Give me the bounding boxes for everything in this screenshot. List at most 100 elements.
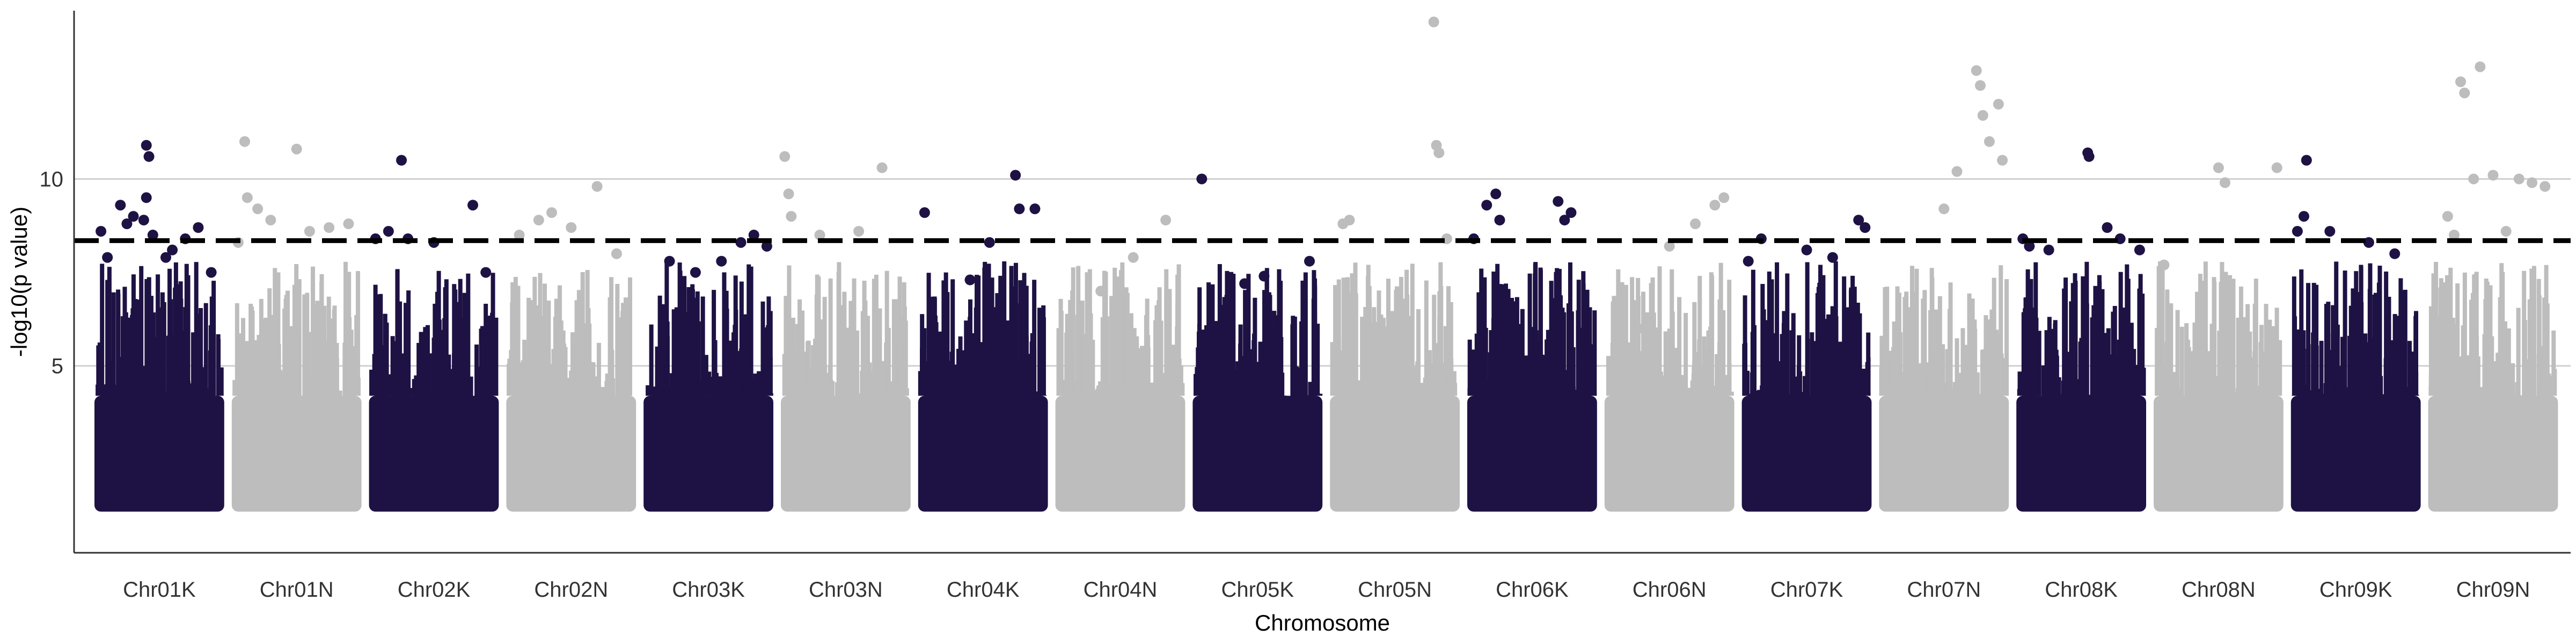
- point-cloud: [2034, 317, 2039, 396]
- point-cloud: [1311, 386, 1315, 396]
- point-cloud: [198, 308, 203, 396]
- data-point: [96, 225, 107, 237]
- point-cloud: [784, 296, 788, 396]
- point-cloud: [1420, 383, 1425, 396]
- data-point: [1971, 65, 1982, 76]
- x-tick-label: Chr05N: [1358, 578, 1432, 602]
- point-cloud: [2359, 267, 2363, 396]
- point-cloud: [1125, 292, 1130, 396]
- point-cloud: [753, 374, 758, 396]
- point-cloud: [168, 359, 173, 396]
- point-cloud: [174, 348, 179, 396]
- x-tick-label: Chr04K: [947, 578, 1020, 602]
- point-cloud: [1774, 376, 1779, 396]
- point-cloud: [1037, 384, 1042, 396]
- point-cloud: [1718, 321, 1723, 396]
- data-point: [2158, 259, 2170, 270]
- point-cloud: [2037, 331, 2041, 396]
- point-cloud: [1914, 268, 1919, 396]
- point-cloud: [1697, 391, 1702, 396]
- point-cloud: [947, 364, 952, 396]
- point-cloud: [192, 375, 196, 396]
- point-cloud: [747, 264, 751, 396]
- point-cloud: [1433, 343, 1438, 396]
- point-cloud: [1013, 361, 1018, 396]
- point-cloud: [828, 278, 833, 396]
- point-cloud: [2067, 394, 2072, 396]
- point-cloud: [671, 309, 676, 396]
- data-point: [853, 225, 865, 237]
- point-cloud: [866, 316, 870, 396]
- point-cloud: [1794, 394, 1798, 396]
- data-point: [1997, 155, 2008, 166]
- point-cloud: [1550, 389, 1555, 396]
- point-cloud: [97, 342, 102, 396]
- point-cloud: [1356, 393, 1361, 396]
- point-cloud: [2107, 354, 2112, 396]
- point-cloud: [267, 288, 272, 396]
- point-cloud: [1799, 392, 1804, 396]
- point-cloud: [462, 317, 467, 396]
- point-cloud: [1380, 341, 1385, 396]
- point-cloud: [872, 279, 876, 396]
- point-cloud: [818, 319, 823, 396]
- point-cloud: [1981, 359, 1986, 396]
- data-point: [206, 267, 217, 278]
- point-cloud: [964, 376, 969, 396]
- point-cloud: [611, 378, 616, 396]
- data-point: [241, 192, 253, 203]
- point-cloud: [2498, 297, 2502, 396]
- point-cloud: [1119, 389, 1124, 396]
- point-cloud: [1917, 363, 1922, 396]
- data-point: [304, 225, 315, 237]
- point-cloud: [1341, 277, 1346, 396]
- point-cloud: [2004, 279, 2009, 396]
- point-cloud: [278, 370, 283, 396]
- point-cloud: [2274, 394, 2279, 396]
- point-cloud: [922, 328, 927, 396]
- data-point: [514, 229, 525, 240]
- point-cloud: [1842, 368, 1847, 396]
- point-cloud: [314, 317, 319, 396]
- point-cloud: [405, 325, 410, 396]
- point-cloud: [649, 324, 654, 396]
- y-tick-label: 5: [52, 355, 63, 378]
- point-cloud: [510, 369, 515, 396]
- data-point: [239, 136, 250, 147]
- point-cloud: [1063, 379, 1068, 396]
- point-cloud: [2253, 394, 2258, 396]
- point-cloud: [2348, 388, 2353, 396]
- point-cloud: [305, 292, 310, 396]
- point-cloud: [1477, 393, 1482, 396]
- point-cloud: [1751, 269, 1755, 396]
- point-cloud: [980, 348, 985, 396]
- point-cloud: [881, 361, 886, 396]
- data-point: [115, 200, 126, 211]
- point-band: [1879, 396, 2009, 512]
- point-cloud: [2500, 390, 2505, 396]
- data-point: [2271, 162, 2282, 173]
- x-tick-label: Chr03K: [672, 578, 745, 602]
- point-cloud: [823, 366, 828, 396]
- point-cloud: [134, 394, 139, 396]
- point-cloud: [2050, 328, 2054, 396]
- point-cloud: [1292, 316, 1297, 396]
- point-cloud: [1754, 393, 1759, 396]
- point-cloud: [1973, 328, 1978, 396]
- point-cloud: [2343, 270, 2347, 396]
- point-cloud: [692, 297, 697, 396]
- point-cloud: [802, 352, 807, 396]
- point-cloud: [2506, 328, 2511, 396]
- point-cloud: [1360, 317, 1365, 396]
- point-cloud: [1934, 348, 1938, 396]
- data-point: [1490, 188, 1502, 200]
- data-point: [193, 222, 204, 233]
- point-cloud: [2138, 274, 2143, 396]
- point-cloud: [1160, 373, 1165, 396]
- point-cloud: [1614, 376, 1619, 396]
- point-cloud: [655, 346, 660, 396]
- x-tick-label: Chr09K: [2319, 578, 2392, 602]
- point-cloud: [2053, 320, 2058, 396]
- point-cloud: [1009, 266, 1014, 396]
- point-cloud: [1393, 312, 1398, 396]
